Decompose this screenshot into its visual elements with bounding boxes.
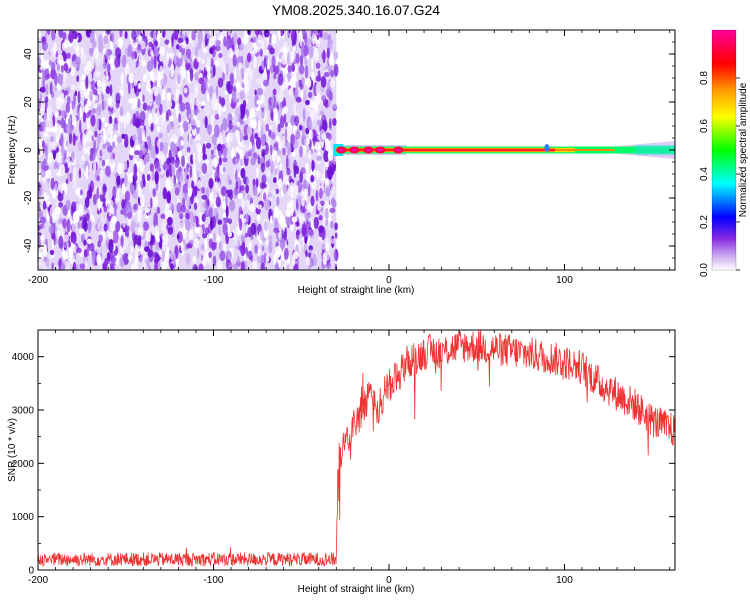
y-tick-label: 0: [23, 147, 34, 153]
x-tick-label: 0: [386, 275, 392, 286]
colorbar: 0.0 0.2 0.4 0.6 0.8 Normalized spectral ampl…: [699, 29, 749, 277]
y-tick-label: 20: [23, 96, 34, 108]
x-tick-label: 100: [556, 575, 573, 586]
x-tick-label: 100: [556, 275, 573, 286]
colorbar-tick-label: 0.6: [699, 119, 710, 133]
y-tick-label: 0: [28, 566, 34, 577]
x-tick-label: -100: [203, 275, 223, 286]
colorbar-ticks: 0.0 0.2 0.4 0.6 0.8: [699, 71, 740, 277]
y-tick-label: 40: [23, 48, 34, 60]
snr-x-label: Height of straight line (km): [298, 584, 415, 595]
y-tick-label: 3000: [12, 406, 35, 417]
spectrogram-x-label: Height of straight line (km): [298, 285, 415, 296]
snr-frame: [37, 329, 676, 571]
y-tick-label: -40: [23, 238, 34, 253]
x-tick-label: -100: [203, 575, 223, 586]
y-tick-label: 4000: [12, 352, 35, 363]
x-tick-label: 0: [386, 575, 392, 586]
x-tick-label: -200: [28, 275, 48, 286]
snr-series-line: [38, 330, 675, 568]
colorbar-tick-label: 0.2: [699, 215, 710, 229]
colorbar-tick-label: 0.8: [699, 71, 710, 85]
y-tick-label: 2000: [12, 459, 35, 470]
spectrogram-signal-band: [333, 141, 675, 159]
figure-title: YM08.2025.340.16.07.G24: [272, 2, 440, 18]
snr-y-label: SNR (10 * v/v): [7, 418, 18, 482]
colorbar-frame: [711, 29, 737, 271]
colorbar-tick-label: 0.0: [699, 263, 710, 277]
y-tick-label: 1000: [12, 512, 35, 523]
y-tick-label: -20: [23, 190, 34, 205]
x-tick-label: -200: [28, 575, 48, 586]
colorbar-label: Normalized spectral amplitude: [738, 82, 749, 217]
colorbar-tick-label: 0.4: [699, 167, 710, 181]
colorbar-gradient: [712, 30, 736, 270]
spectrogram-y-label: Frequency (Hz): [7, 116, 18, 185]
spectrogram-noise-region: [38, 30, 339, 270]
